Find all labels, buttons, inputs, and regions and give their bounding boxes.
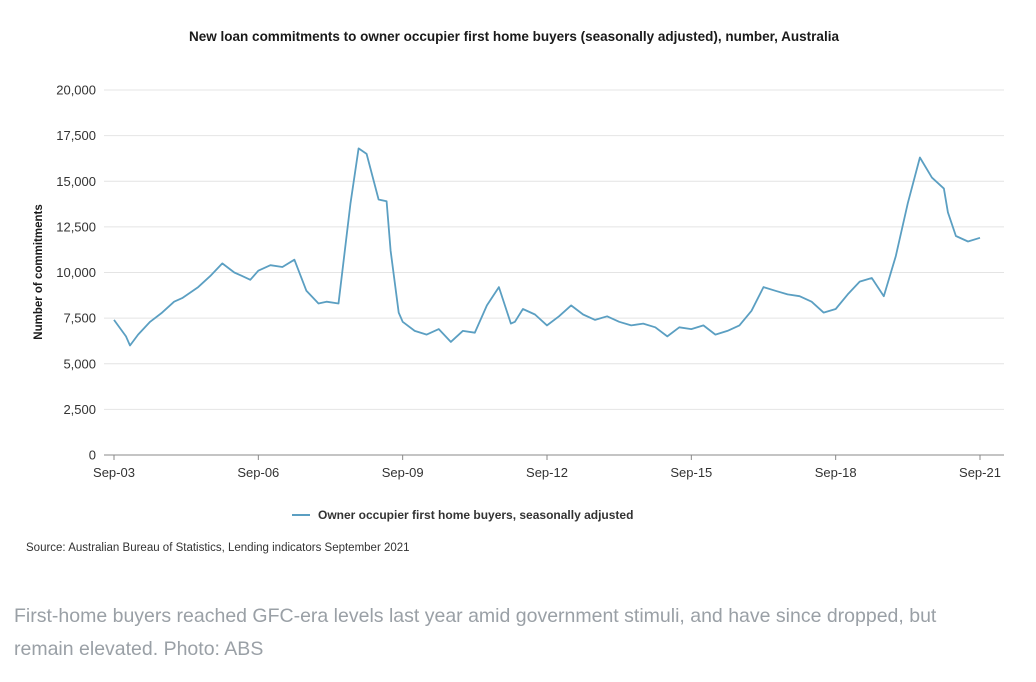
x-tick-label: Sep-12 <box>526 465 568 480</box>
y-tick-label: 5,000 <box>63 356 96 371</box>
x-axis-ticks: Sep-03 Sep-06 Sep-09 Sep-12 Sep-15 Sep-18 Sep-… <box>93 455 1001 480</box>
y-tick-label: 17,500 <box>56 128 96 143</box>
y-tick-label: 20,000 <box>56 83 96 98</box>
x-tick-label: Sep-06 <box>237 465 279 480</box>
y-tick-label: 2,500 <box>63 402 96 417</box>
y-axis-label: Number of commitments <box>33 204 45 339</box>
source-note: Source: Australian Bureau of Statistics,… <box>26 542 410 554</box>
series-line <box>113 147 981 347</box>
x-tick-label: Sep-09 <box>382 465 424 480</box>
photo-caption: First-home buyers reached GFC-era levels… <box>14 605 937 660</box>
grid <box>104 89 1004 410</box>
y-axis-ticks: 0 2,500 5,000 7,500 10,000 12,500 15,000 17,500… <box>56 83 96 463</box>
x-tick-label: Sep-15 <box>670 465 712 480</box>
legend-label: Owner occupier first home buyers, season… <box>318 508 633 522</box>
series-group <box>113 147 981 347</box>
x-tick-label: Sep-03 <box>93 465 135 480</box>
x-tick-label: Sep-21 <box>959 465 1001 480</box>
y-tick-label: 12,500 <box>56 219 96 234</box>
y-tick-label: 0 <box>89 448 96 463</box>
x-tick-label: Sep-18 <box>815 465 857 480</box>
chart-title: New loan commitments to owner occupier f… <box>189 29 839 44</box>
y-tick-label: 7,500 <box>63 311 96 326</box>
legend: Owner occupier first home buyers, season… <box>292 508 633 522</box>
y-tick-label: 15,000 <box>56 174 96 189</box>
chart: New loan commitments to owner occupier f… <box>33 29 1004 522</box>
y-tick-label: 10,000 <box>56 265 96 280</box>
